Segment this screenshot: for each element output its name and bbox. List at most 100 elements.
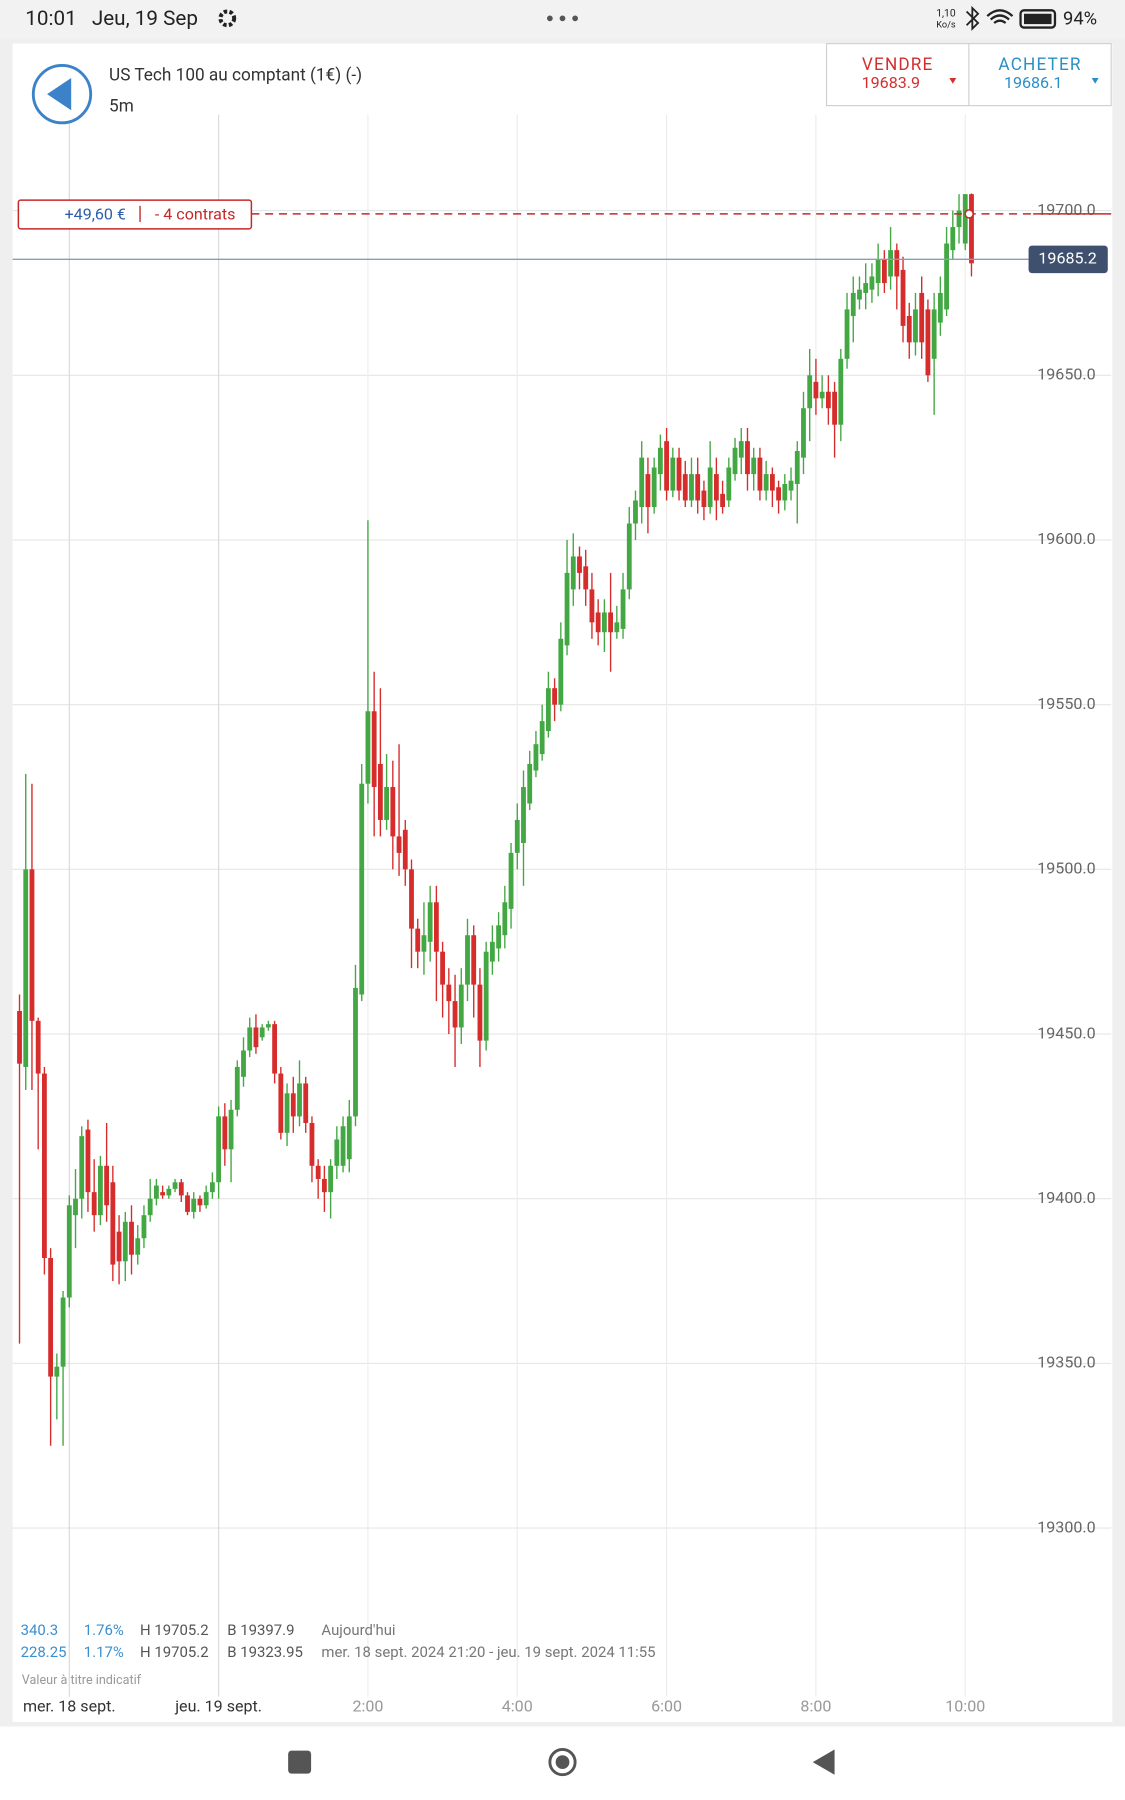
candle-body [166,1188,172,1196]
indicative-note: Valeur à titre indicatif [22,1673,142,1688]
candle-body [794,451,800,484]
position-pnl: +49,60 € [65,204,126,223]
candle-body [726,467,732,501]
status-date: Jeu, 19 Sep [92,7,198,31]
candle-body [203,1192,209,1206]
candle-body [160,1192,166,1196]
candle-body [844,309,850,359]
y-tick-label: 19350.0 [1037,1353,1095,1372]
candle-body [303,1083,309,1123]
candle-body [228,1109,234,1150]
x-tick-label: jeu. 19 sept. [174,1696,262,1715]
candle-body [427,902,433,942]
candle-body [788,480,794,491]
candle-body [701,490,707,508]
candle-body [234,1066,240,1110]
candle-body [577,556,582,573]
candle-body [48,1258,54,1377]
nav-home[interactable] [548,1748,577,1777]
candle-body [707,467,713,508]
y-tick-label: 19600.0 [1037,529,1095,548]
candle-body [334,1139,340,1166]
candle-body [763,474,769,491]
candle-body [265,1024,271,1028]
candle-body [290,1093,296,1117]
position-box-frame [17,199,253,230]
stat-change: 228.25 [21,1643,67,1661]
position-box[interactable]: +49,60 € - 4 contrats [17,199,253,230]
candle-body [433,902,439,952]
candle-body [645,474,651,508]
candle-body [54,1366,60,1377]
candle-body [340,1126,346,1166]
candle-body [558,638,564,705]
nav-back[interactable] [812,1749,835,1775]
net-speed-unit: Ko/s [936,20,956,31]
candle-body [222,1116,228,1150]
candle-body [869,276,875,290]
candle-body [601,612,607,633]
candle-body [309,1122,315,1166]
candle-body [297,1083,302,1117]
sell-button[interactable]: VENDRE 19683.9 [862,55,957,92]
candle-body [396,836,402,853]
back-arrow [47,78,72,111]
buy-button[interactable]: ACHETER 19686.1 [998,55,1099,92]
candle-body [135,1238,141,1255]
candle-body [496,925,502,949]
x-tick-label: 10:00 [945,1696,985,1715]
candle-body [359,783,365,995]
candle-body [888,250,893,277]
candle-body [769,474,775,491]
candle-body [502,902,508,936]
candle-body [122,1221,128,1262]
candle-body [35,1020,41,1074]
candle-body [521,787,526,843]
candle-body [850,292,856,317]
nav-home-dot [555,1755,570,1770]
candle-body [782,483,788,501]
candle-body [937,292,943,323]
wifi-icon [986,9,1014,24]
stat-high: H 19705.2 [140,1621,209,1639]
candle-body [539,721,545,755]
candle-body [776,487,782,501]
stat-period: Aujourd'hui [321,1621,395,1639]
candle-body [863,283,869,293]
candle-body [881,260,887,284]
candle-body [471,935,477,985]
candle-body [104,1165,110,1206]
candle-body [819,391,825,399]
y-tick-label: 19700.0 [1037,200,1095,219]
candle-body [583,566,589,590]
status-time: 10:01 [25,7,76,31]
candle-body [315,1165,321,1179]
nav-recents[interactable] [288,1750,312,1774]
more-dots [547,15,578,22]
candle-body [191,1198,197,1212]
candle-body [66,1205,72,1298]
y-tick-label: 19550.0 [1037,694,1095,713]
candle-body [570,556,576,590]
candle-body [483,951,489,1041]
candle-body [950,227,956,251]
buy-price: 19686.1 [1004,73,1062,92]
position-contracts: - 4 contrats [155,204,236,223]
candle-body [91,1192,97,1216]
candle-body [745,441,750,475]
candle-body [875,260,881,284]
candle-body [651,467,657,508]
candle-body [73,1198,78,1216]
x-tick-label: 4:00 [502,1696,533,1715]
candle-body [79,1136,85,1199]
candle-body [421,935,427,952]
timeframe[interactable]: 5m [109,96,134,116]
candle-body [969,194,974,264]
candle-body [527,763,533,804]
candle-body [209,1182,215,1193]
candle-body [925,309,931,376]
candle-body [409,869,414,929]
candle-body [595,612,601,633]
position-marker [964,209,974,219]
